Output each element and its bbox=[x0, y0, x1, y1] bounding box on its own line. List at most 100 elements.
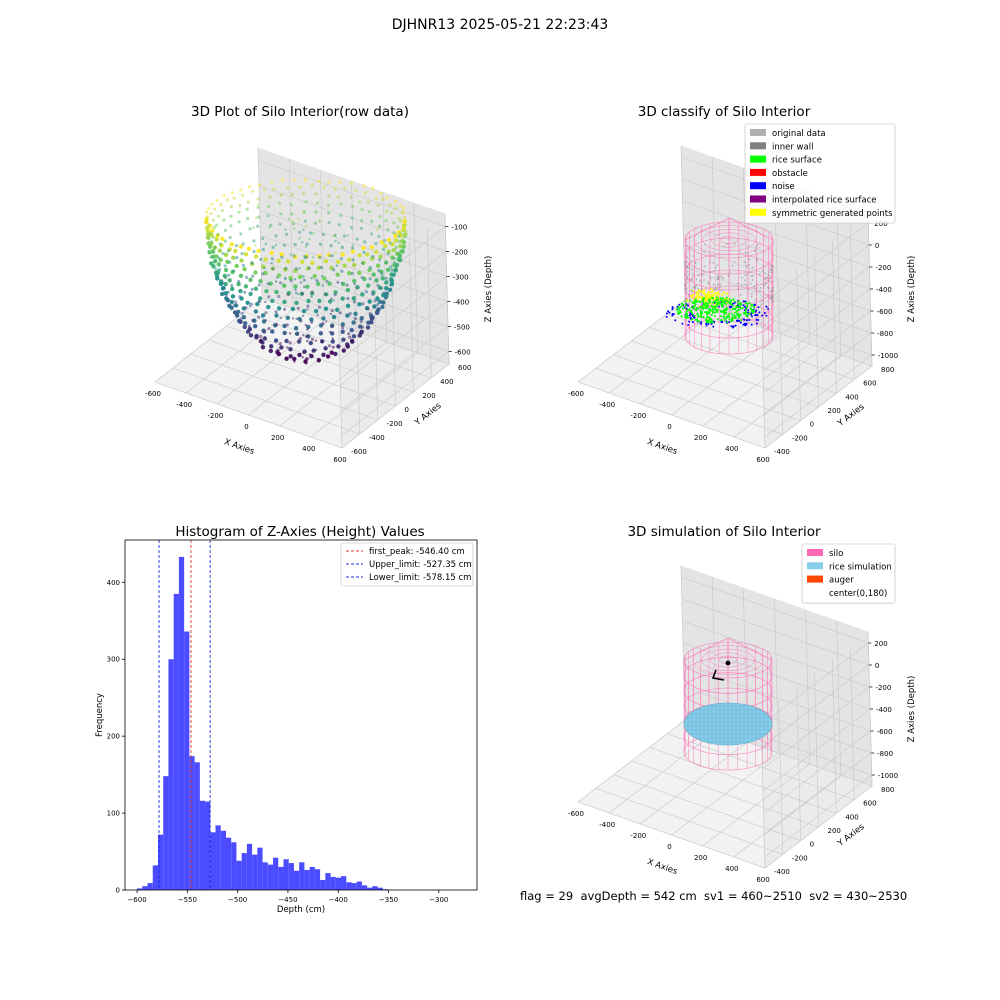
raw-point bbox=[334, 239, 337, 243]
raw-point bbox=[331, 337, 334, 340]
symmetric-point bbox=[718, 293, 721, 296]
noise-point bbox=[755, 322, 758, 325]
inner-wall-point bbox=[738, 256, 741, 259]
raw-point bbox=[276, 351, 282, 357]
histogram-legend-label: first_peak: -546.40 cm bbox=[369, 547, 465, 557]
histogram-title: Histogram of Z-Axies (Height) Values bbox=[175, 524, 425, 540]
rice-surface-point bbox=[690, 318, 693, 321]
inner-wall-point bbox=[686, 256, 689, 259]
raw-point bbox=[268, 281, 273, 286]
raw-point bbox=[267, 295, 271, 299]
rice-surface-point bbox=[686, 309, 689, 312]
raw-plot-title: 3D Plot of Silo Interior(row data) bbox=[191, 104, 409, 120]
raw-point bbox=[224, 293, 228, 297]
histogram-bar bbox=[330, 876, 336, 890]
raw-point bbox=[390, 268, 394, 272]
raw-point bbox=[252, 249, 256, 254]
rice-surface-point bbox=[722, 316, 725, 319]
rice-surface-point bbox=[705, 307, 708, 310]
raw-point bbox=[243, 290, 247, 294]
raw-point bbox=[223, 267, 229, 273]
rice-surface-point bbox=[722, 304, 725, 307]
raw-point bbox=[352, 278, 357, 284]
rice-surface-point bbox=[684, 300, 687, 303]
inner-wall-point bbox=[716, 264, 719, 266]
raw-point bbox=[330, 254, 334, 258]
rice-surface-point bbox=[706, 315, 709, 318]
raw-point bbox=[302, 314, 305, 317]
raw-point bbox=[341, 348, 346, 353]
raw-point bbox=[225, 298, 230, 303]
inner-wall-point bbox=[750, 275, 753, 277]
inner-wall-point bbox=[754, 249, 756, 252]
raw-point bbox=[250, 261, 254, 265]
raw-point bbox=[251, 189, 255, 193]
rice-surface-point bbox=[732, 298, 735, 301]
raw-point bbox=[210, 228, 215, 233]
raw-point bbox=[398, 243, 403, 249]
rice-surface-point bbox=[726, 321, 729, 323]
raw-point bbox=[253, 324, 258, 329]
rice-surface-point bbox=[694, 301, 697, 304]
rice-surface-point bbox=[715, 296, 718, 299]
rice-surface-point bbox=[731, 316, 733, 319]
raw-point bbox=[331, 345, 335, 349]
inner-wall-point bbox=[684, 263, 687, 265]
inner-wall-point bbox=[693, 265, 696, 268]
raw-point bbox=[284, 356, 289, 361]
inner-wall-point bbox=[703, 265, 706, 268]
inner-wall-point bbox=[739, 294, 742, 296]
raw-point bbox=[291, 317, 295, 320]
rice-surface-point bbox=[677, 310, 680, 313]
raw-point bbox=[263, 267, 266, 270]
y-tick-label: 600 bbox=[863, 380, 876, 388]
raw-point bbox=[209, 211, 213, 216]
raw-point bbox=[229, 214, 233, 218]
raw-point bbox=[246, 200, 250, 204]
raw-point bbox=[325, 279, 329, 283]
symmetric-point bbox=[721, 293, 724, 296]
z-tick-label: -400 bbox=[876, 706, 892, 714]
rice-surface-point bbox=[723, 313, 726, 316]
raw-point bbox=[278, 201, 282, 205]
noise-point bbox=[763, 311, 766, 314]
raw-point bbox=[219, 203, 223, 207]
raw-point bbox=[294, 291, 298, 295]
rice-surface-point bbox=[690, 311, 693, 314]
raw-point bbox=[254, 335, 259, 340]
raw-point bbox=[266, 282, 270, 286]
noise-point bbox=[750, 323, 753, 326]
rice-surface-point bbox=[711, 311, 714, 314]
rice-surface-point bbox=[737, 316, 740, 319]
raw-point bbox=[304, 323, 307, 327]
rice-surface-point bbox=[708, 311, 711, 314]
inner-wall-point bbox=[772, 265, 774, 268]
raw-point bbox=[298, 230, 302, 234]
rice-surface-point bbox=[711, 305, 714, 308]
raw-point bbox=[253, 286, 259, 291]
x-tick-label: −500 bbox=[228, 896, 247, 904]
raw-point bbox=[314, 339, 318, 342]
rice-surface-point bbox=[714, 311, 717, 314]
rice-surface-point bbox=[698, 320, 701, 323]
noise-point bbox=[756, 314, 759, 317]
raw-point bbox=[332, 268, 336, 272]
raw-point bbox=[374, 197, 378, 201]
raw-point bbox=[310, 183, 314, 187]
x-tick-label: −450 bbox=[278, 896, 297, 904]
y-tick-label: -200 bbox=[792, 434, 808, 442]
rice-surface-point bbox=[716, 310, 719, 313]
raw-point bbox=[378, 258, 382, 262]
noise-point bbox=[707, 323, 710, 325]
symmetric-point bbox=[691, 296, 694, 298]
raw-point bbox=[223, 252, 229, 257]
histogram-bar bbox=[205, 801, 211, 890]
rice-surface-point bbox=[699, 306, 702, 309]
raw-point bbox=[267, 327, 271, 331]
inner-wall-point bbox=[685, 287, 688, 290]
raw-point bbox=[274, 280, 278, 283]
raw-point bbox=[401, 240, 406, 245]
inner-wall-point bbox=[685, 275, 688, 278]
raw-point bbox=[312, 256, 315, 259]
raw-point bbox=[366, 200, 371, 204]
